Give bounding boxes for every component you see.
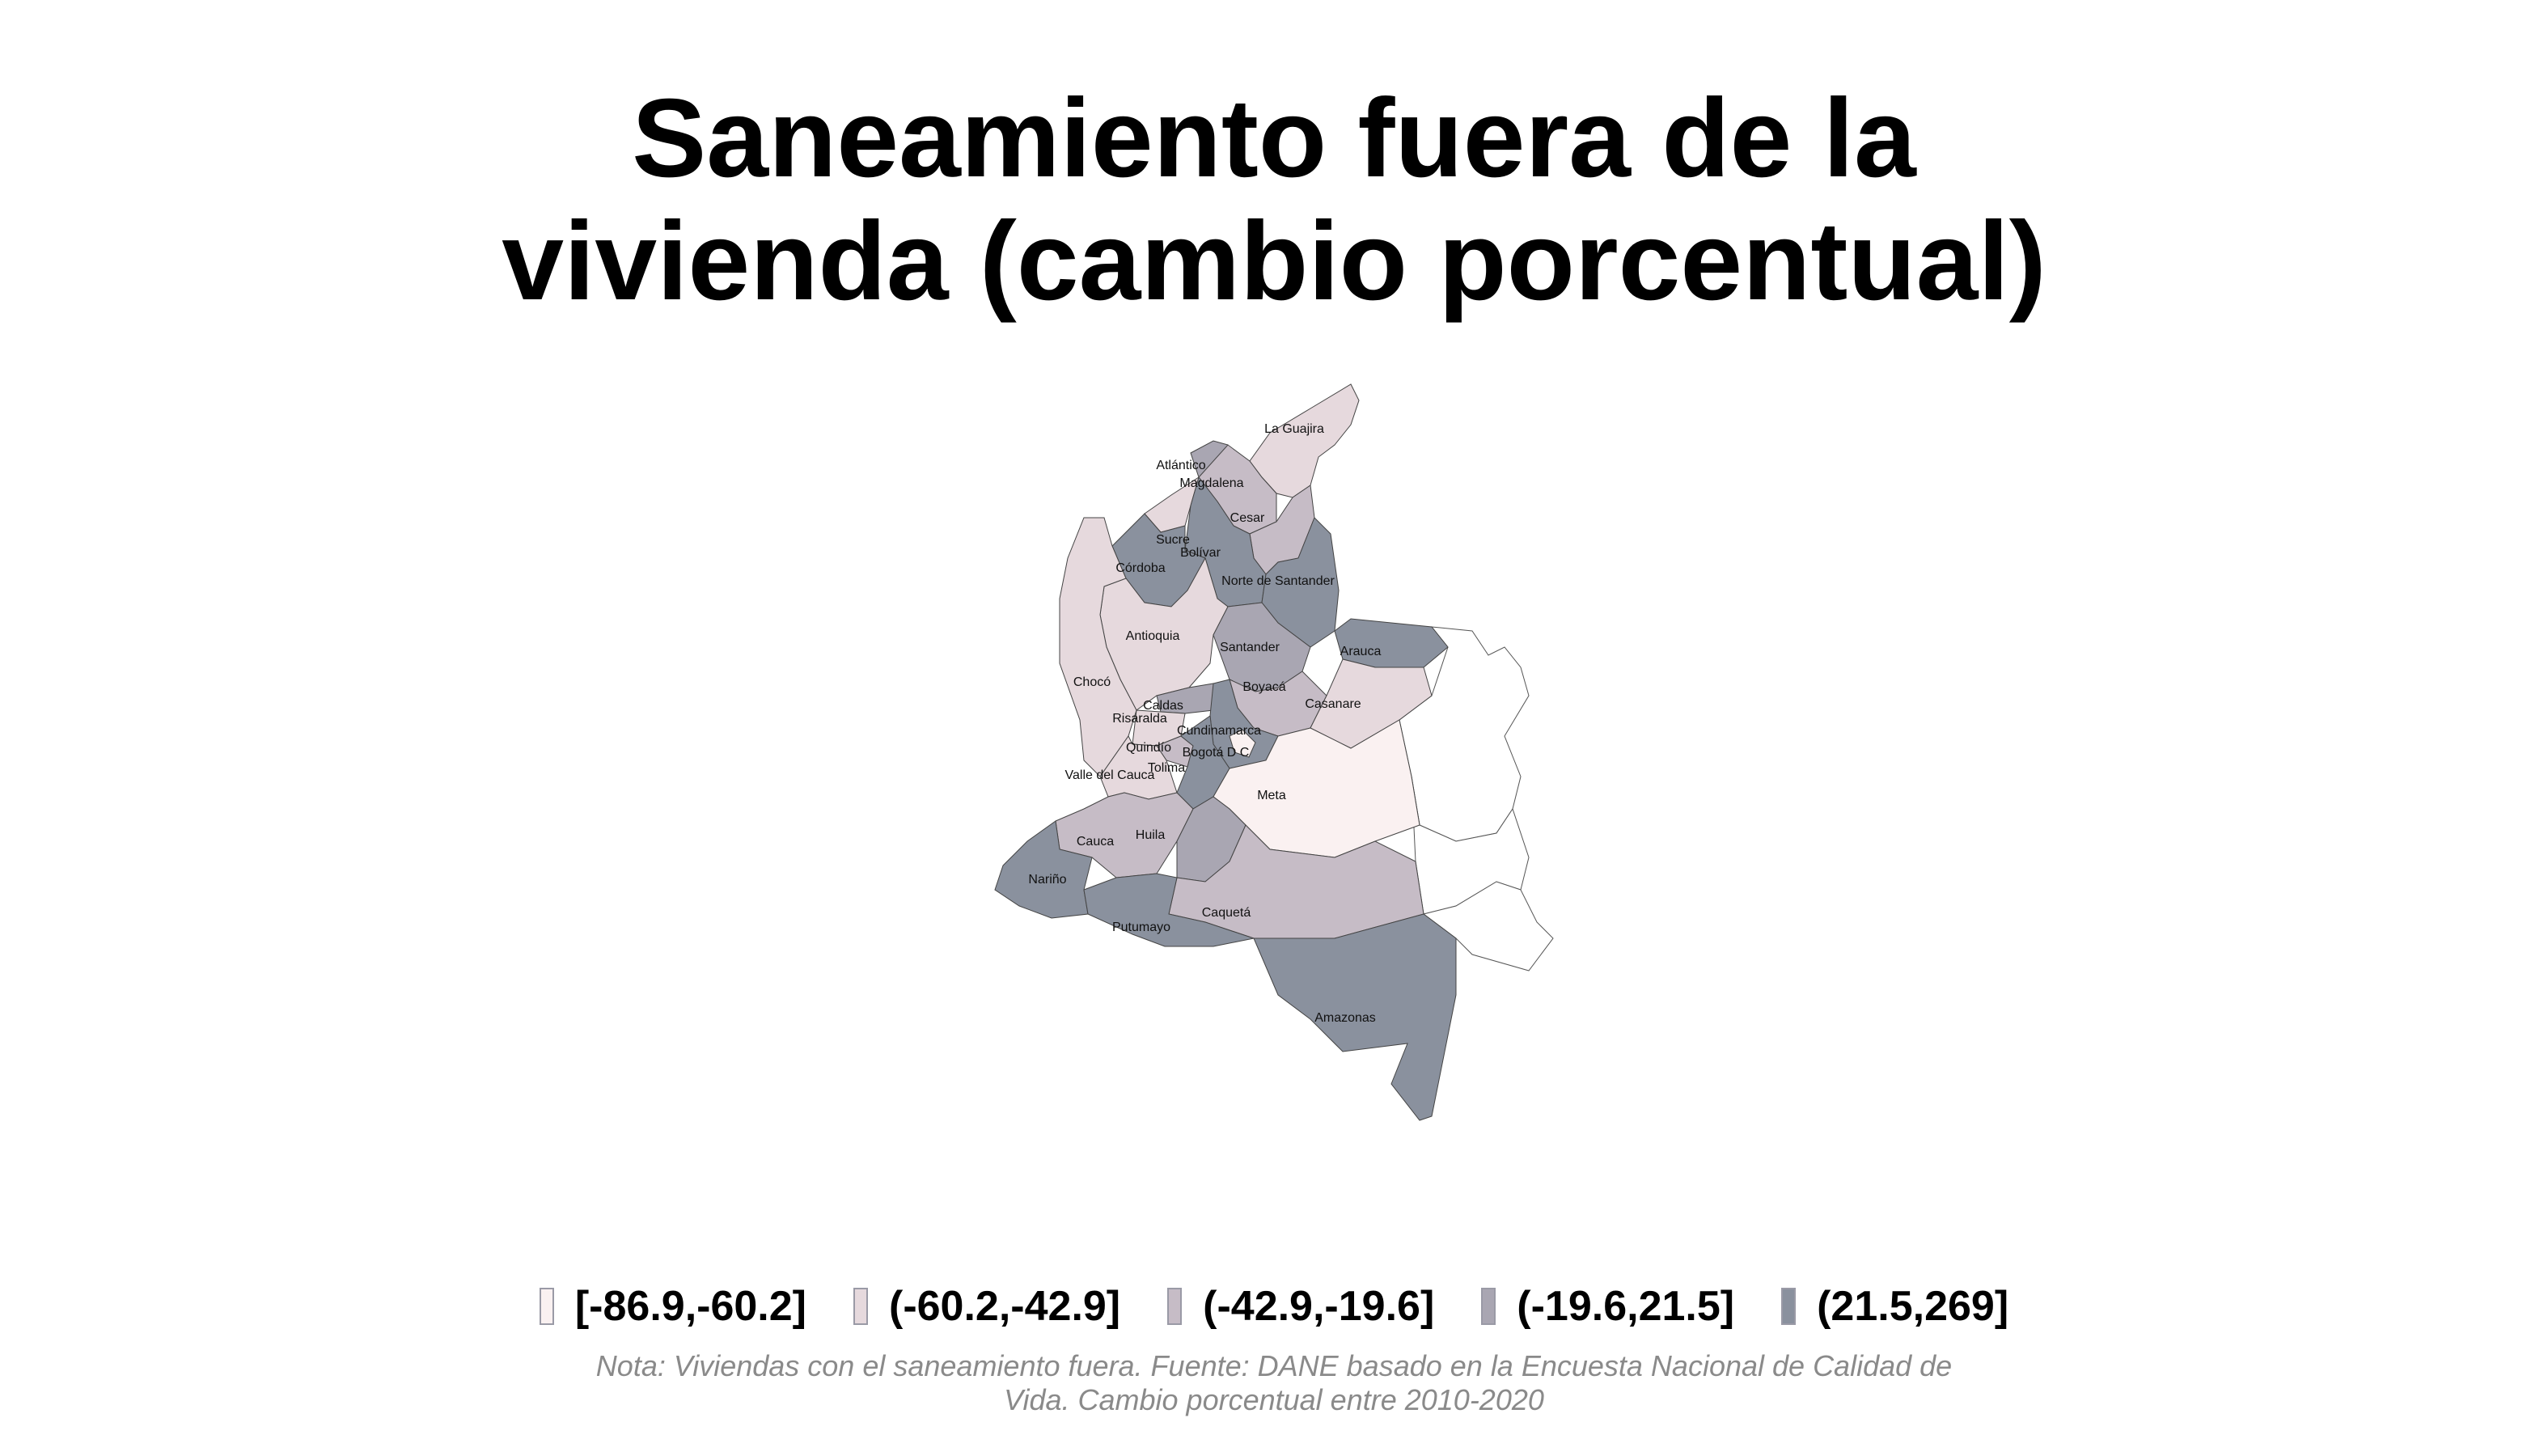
title-line-1: Saneamiento fuera de la	[632, 76, 1916, 201]
legend-label: [-86.9,-60.2]	[574, 1283, 806, 1330]
region-arauca	[1334, 618, 1449, 668]
region-no-data	[1422, 881, 1554, 971]
region-label: Amazonas	[1314, 1011, 1376, 1025]
legend-item: [-86.9,-60.2]	[539, 1282, 806, 1331]
region-label: Sucre	[1156, 533, 1190, 547]
legend-item: (-60.2,-42.9]	[853, 1282, 1120, 1331]
legend-swatch-4	[1781, 1288, 1797, 1325]
region-label: Valle del Cauca	[1065, 768, 1155, 782]
region-label: Magdalena	[1179, 476, 1243, 490]
source-note: Nota: Viviendas con el saneamiento fuera…	[485, 1349, 2063, 1417]
region-label: Risaralda	[1112, 712, 1167, 726]
region-label: Tolima	[1148, 761, 1185, 775]
legend-item: (-42.9,-19.6]	[1167, 1282, 1434, 1331]
region-label: Antioquia	[1126, 629, 1180, 643]
legend-label: (21.5,269]	[1817, 1283, 2009, 1330]
region-label: La Guajira	[1264, 422, 1324, 436]
region-label: Meta	[1257, 789, 1286, 802]
region-label: Córdoba	[1115, 561, 1165, 575]
note-line-1: Nota: Viviendas con el saneamiento fuera…	[595, 1349, 1953, 1382]
legend-item: (21.5,269]	[1781, 1282, 2008, 1331]
map-legend: [-86.9,-60.2] (-60.2,-42.9] (-42.9,-19.6…	[0, 1282, 2548, 1331]
region-label: Casanare	[1305, 697, 1361, 711]
legend-swatch-3	[1481, 1288, 1496, 1325]
region-label: Putumayo	[1112, 921, 1170, 934]
region-label: Atlántico	[1156, 459, 1205, 472]
region-amazonas	[1253, 913, 1457, 1121]
map-regions: La GuajiraAtlánticoMagdalenaCesarSucreBo…	[994, 383, 1554, 1121]
region-label: Boyacá	[1242, 680, 1285, 694]
region-label: Quindío	[1126, 741, 1171, 755]
note-line-2: Vida. Cambio porcentual entre 2010-2020	[1004, 1383, 1544, 1416]
region-label: Caldas	[1143, 699, 1183, 713]
legend-swatch-0	[539, 1288, 554, 1325]
region-la-guajira	[1249, 383, 1360, 498]
colombia-choropleth-map: La GuajiraAtlánticoMagdalenaCesarSucreBo…	[994, 383, 1554, 1121]
region-label: Cundinamarca	[1177, 724, 1261, 738]
region-label: Bolívar	[1180, 546, 1221, 560]
legend-label: (-60.2,-42.9]	[889, 1283, 1121, 1330]
region-label: Arauca	[1340, 645, 1382, 658]
legend-item: (-19.6,21.5]	[1481, 1282, 1734, 1331]
region-label: Bogotá D C	[1183, 746, 1250, 760]
region-label: Chocó	[1073, 675, 1111, 689]
region-label: Cesar	[1230, 511, 1265, 525]
region-label: Huila	[1136, 828, 1166, 842]
chart-title: Saneamiento fuera de la vivienda (cambio…	[0, 77, 2548, 323]
region-label: Nariño	[1028, 873, 1066, 887]
region-label: Cauca	[1077, 835, 1114, 849]
region-bogot-d-c	[1229, 729, 1256, 758]
legend-swatch-1	[853, 1288, 868, 1325]
legend-label: (-42.9,-19.6]	[1203, 1283, 1435, 1330]
region-label: Norte de Santander	[1221, 574, 1335, 588]
region-putumayo	[1083, 873, 1255, 947]
region-label: Caquetá	[1202, 906, 1251, 920]
legend-label: (-19.6,21.5]	[1517, 1283, 1735, 1330]
title-line-2: vivienda (cambio porcentual)	[502, 199, 2046, 324]
region-label: Santander	[1220, 641, 1280, 654]
legend-swatch-2	[1167, 1288, 1183, 1325]
